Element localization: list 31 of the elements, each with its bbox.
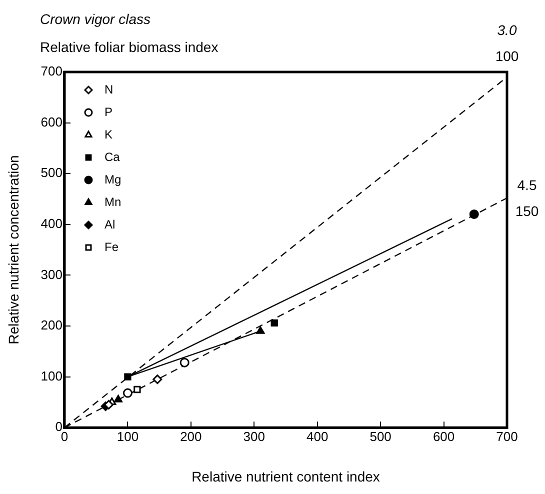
legend-label: Fe <box>104 240 119 254</box>
legend-label: Ca <box>104 150 120 164</box>
x-tick-label: 200 <box>180 428 202 444</box>
y-tick-label: 700 <box>40 64 62 79</box>
text: 3.0 <box>497 22 517 38</box>
legend-label: K <box>104 127 113 142</box>
legend-label: Al <box>104 217 116 232</box>
y-tick-label: 200 <box>40 318 62 333</box>
y-tick-label: 500 <box>40 165 62 180</box>
legend-label: Mn <box>104 194 122 209</box>
y-axis-title: Relative nutrient concentration <box>5 155 22 344</box>
y-tick-label: 300 <box>40 266 62 282</box>
legend-label: Mg <box>104 172 122 186</box>
x-tick-label: 300 <box>243 428 265 444</box>
y-tick-label: 600 <box>40 114 62 130</box>
text: 100 <box>495 48 519 64</box>
x-tick-label: 600 <box>432 428 455 444</box>
x-axis-title: Relative nutrient content index <box>192 468 380 484</box>
x-tick-label: 700 <box>496 428 518 444</box>
y-tick-label: 400 <box>40 216 62 231</box>
y-tick-label: 100 <box>40 368 62 384</box>
text: 4.5 <box>517 176 537 193</box>
x-tick-label: 400 <box>306 428 328 444</box>
y-tick-label: 0 <box>55 419 62 434</box>
text: 150 <box>515 202 539 219</box>
x-tick-label: 500 <box>370 428 392 444</box>
legend-label: P <box>104 104 113 119</box>
legend-label: N <box>104 82 114 96</box>
chart-subtitle: Relative foliar biomass index <box>40 39 218 55</box>
x-tick-label: 100 <box>116 428 139 444</box>
chart-title: Crown vigor class <box>40 11 150 27</box>
